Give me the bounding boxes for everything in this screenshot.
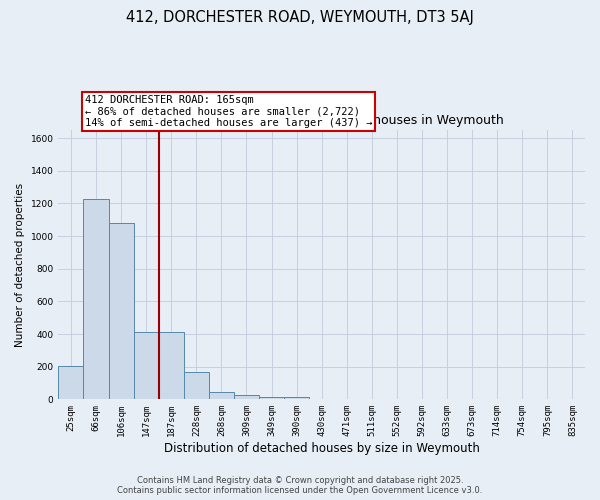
Bar [259,397,284,400]
Bar [209,392,234,400]
Bar [83,198,109,400]
Bar [184,372,209,400]
Bar [159,332,184,400]
Text: Contains HM Land Registry data © Crown copyright and database right 2025.
Contai: Contains HM Land Registry data © Crown c… [118,476,482,495]
Title: Size of property relative to detached houses in Weymouth: Size of property relative to detached ho… [139,114,504,128]
Bar [58,366,83,400]
Bar [234,396,259,400]
Text: 412, DORCHESTER ROAD, WEYMOUTH, DT3 5AJ: 412, DORCHESTER ROAD, WEYMOUTH, DT3 5AJ [126,10,474,25]
Text: 412 DORCHESTER ROAD: 165sqm
← 86% of detached houses are smaller (2,722)
14% of : 412 DORCHESTER ROAD: 165sqm ← 86% of det… [85,95,372,128]
Bar [134,332,159,400]
Bar [109,223,134,400]
Y-axis label: Number of detached properties: Number of detached properties [15,182,25,347]
Bar [284,397,309,400]
X-axis label: Distribution of detached houses by size in Weymouth: Distribution of detached houses by size … [164,442,479,455]
